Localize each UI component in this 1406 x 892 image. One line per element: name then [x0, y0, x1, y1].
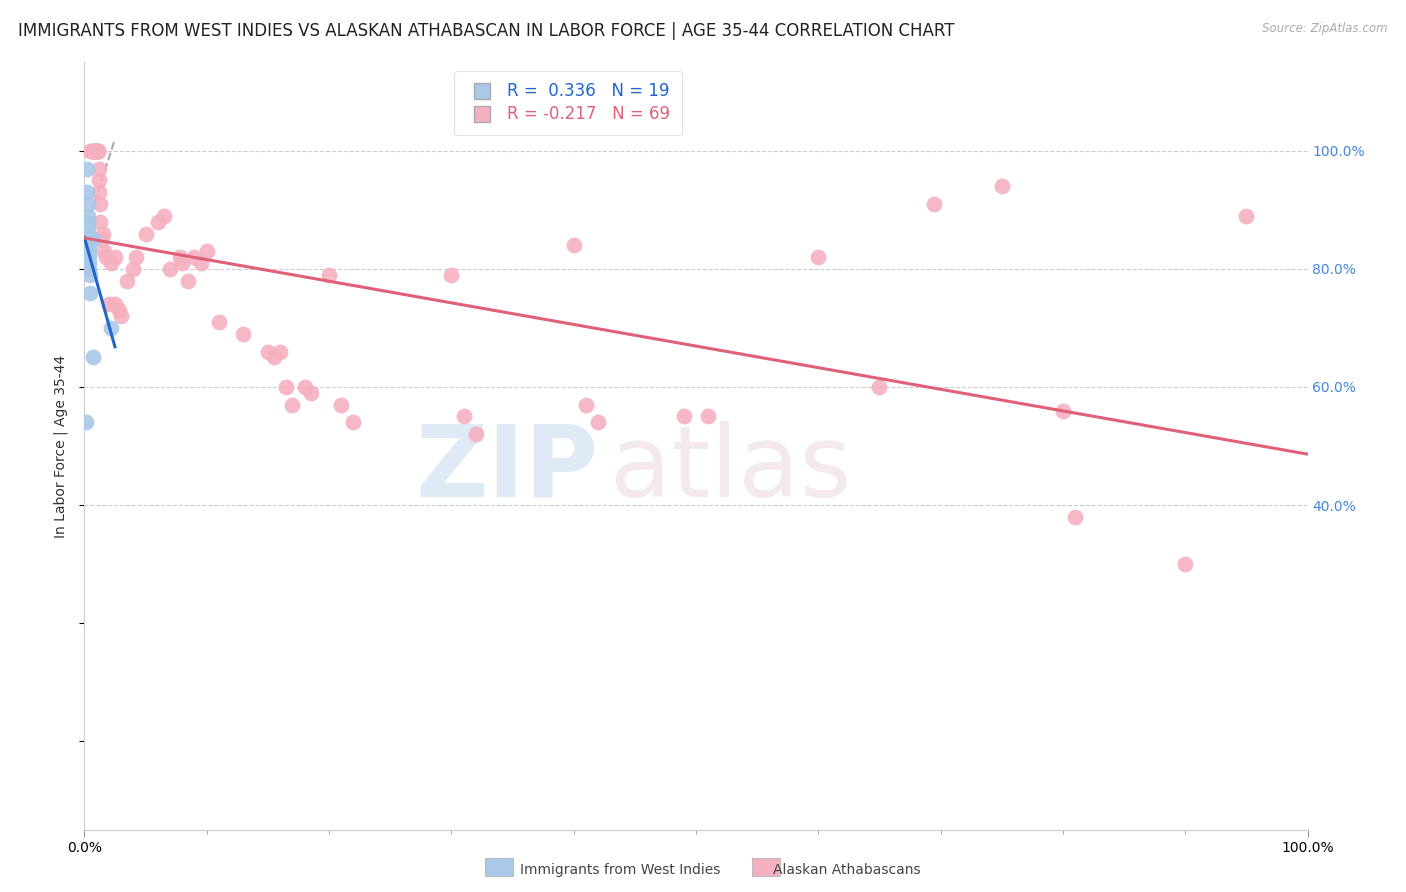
- Point: [575, 398, 598, 412]
- Point: [87, 144, 110, 158]
- Point: [586, 416, 609, 430]
- Point: [104, 297, 127, 311]
- Point: [257, 344, 280, 359]
- Y-axis label: In Labor Force | Age 35-44: In Labor Force | Age 35-44: [53, 354, 69, 538]
- Point: [991, 179, 1014, 194]
- Point: [89, 215, 111, 229]
- Point: [77, 250, 100, 264]
- Text: ZIP: ZIP: [415, 420, 598, 517]
- Point: [183, 250, 205, 264]
- Point: [464, 427, 486, 442]
- Point: [96, 250, 118, 264]
- Point: [87, 144, 110, 158]
- Point: [177, 274, 200, 288]
- Point: [77, 215, 100, 229]
- Point: [294, 380, 316, 394]
- Point: [93, 244, 115, 259]
- Point: [77, 238, 100, 252]
- Point: [91, 227, 114, 241]
- Point: [104, 250, 127, 264]
- Point: [172, 256, 194, 270]
- Point: [87, 144, 110, 158]
- Point: [82, 144, 104, 158]
- Point: [153, 209, 176, 223]
- Point: [77, 262, 100, 277]
- Point: [100, 321, 122, 335]
- Point: [263, 351, 285, 365]
- Point: [110, 309, 132, 323]
- Point: [87, 186, 110, 200]
- Point: [453, 409, 475, 424]
- Point: [82, 144, 104, 158]
- Point: [84, 144, 107, 158]
- Point: [77, 197, 100, 211]
- Point: [90, 232, 112, 246]
- Text: Immigrants from West Indies: Immigrants from West Indies: [520, 863, 721, 877]
- Legend: R =  0.336   N = 19, R = -0.217   N = 69: R = 0.336 N = 19, R = -0.217 N = 69: [454, 70, 682, 135]
- Point: [89, 197, 111, 211]
- Point: [1236, 209, 1258, 223]
- Point: [86, 144, 108, 158]
- Point: [82, 232, 104, 246]
- Point: [159, 262, 181, 277]
- Text: Source: ZipAtlas.com: Source: ZipAtlas.com: [1263, 22, 1388, 36]
- Point: [269, 344, 291, 359]
- Point: [77, 244, 100, 259]
- Point: [281, 398, 304, 412]
- Point: [122, 262, 145, 277]
- Point: [115, 274, 138, 288]
- Point: [75, 416, 97, 430]
- Point: [1064, 509, 1087, 524]
- Point: [208, 315, 231, 329]
- Point: [97, 297, 120, 311]
- Point: [1052, 403, 1074, 417]
- Point: [76, 186, 98, 200]
- Point: [807, 250, 830, 264]
- Bar: [752, 858, 780, 876]
- Point: [125, 250, 148, 264]
- Point: [195, 244, 218, 259]
- Point: [869, 380, 891, 394]
- Point: [562, 238, 585, 252]
- Point: [100, 256, 122, 270]
- Point: [276, 380, 298, 394]
- Point: [342, 416, 364, 430]
- Point: [135, 227, 157, 241]
- Bar: [485, 858, 513, 876]
- Point: [169, 250, 191, 264]
- Point: [697, 409, 720, 424]
- Point: [80, 144, 103, 158]
- Point: [77, 256, 100, 270]
- Point: [82, 144, 104, 158]
- Point: [79, 285, 101, 300]
- Point: [924, 197, 946, 211]
- Point: [83, 144, 105, 158]
- Point: [77, 232, 100, 246]
- Text: IMMIGRANTS FROM WEST INDIES VS ALASKAN ATHABASCAN IN LABOR FORCE | AGE 35-44 COR: IMMIGRANTS FROM WEST INDIES VS ALASKAN A…: [18, 22, 955, 40]
- Point: [87, 173, 110, 187]
- Point: [79, 268, 101, 282]
- Point: [1174, 557, 1197, 571]
- Point: [190, 256, 212, 270]
- Point: [672, 409, 695, 424]
- Point: [86, 144, 108, 158]
- Point: [299, 385, 322, 400]
- Point: [77, 220, 100, 235]
- Point: [232, 326, 254, 341]
- Point: [440, 268, 463, 282]
- Text: atlas: atlas: [610, 420, 852, 517]
- Point: [77, 209, 100, 223]
- Point: [87, 161, 110, 176]
- Point: [146, 215, 169, 229]
- Point: [82, 351, 104, 365]
- Text: Alaskan Athabascans: Alaskan Athabascans: [773, 863, 921, 877]
- Point: [76, 161, 98, 176]
- Point: [77, 227, 100, 241]
- Point: [86, 144, 108, 158]
- Point: [79, 144, 101, 158]
- Point: [107, 303, 129, 318]
- Point: [318, 268, 340, 282]
- Point: [330, 398, 353, 412]
